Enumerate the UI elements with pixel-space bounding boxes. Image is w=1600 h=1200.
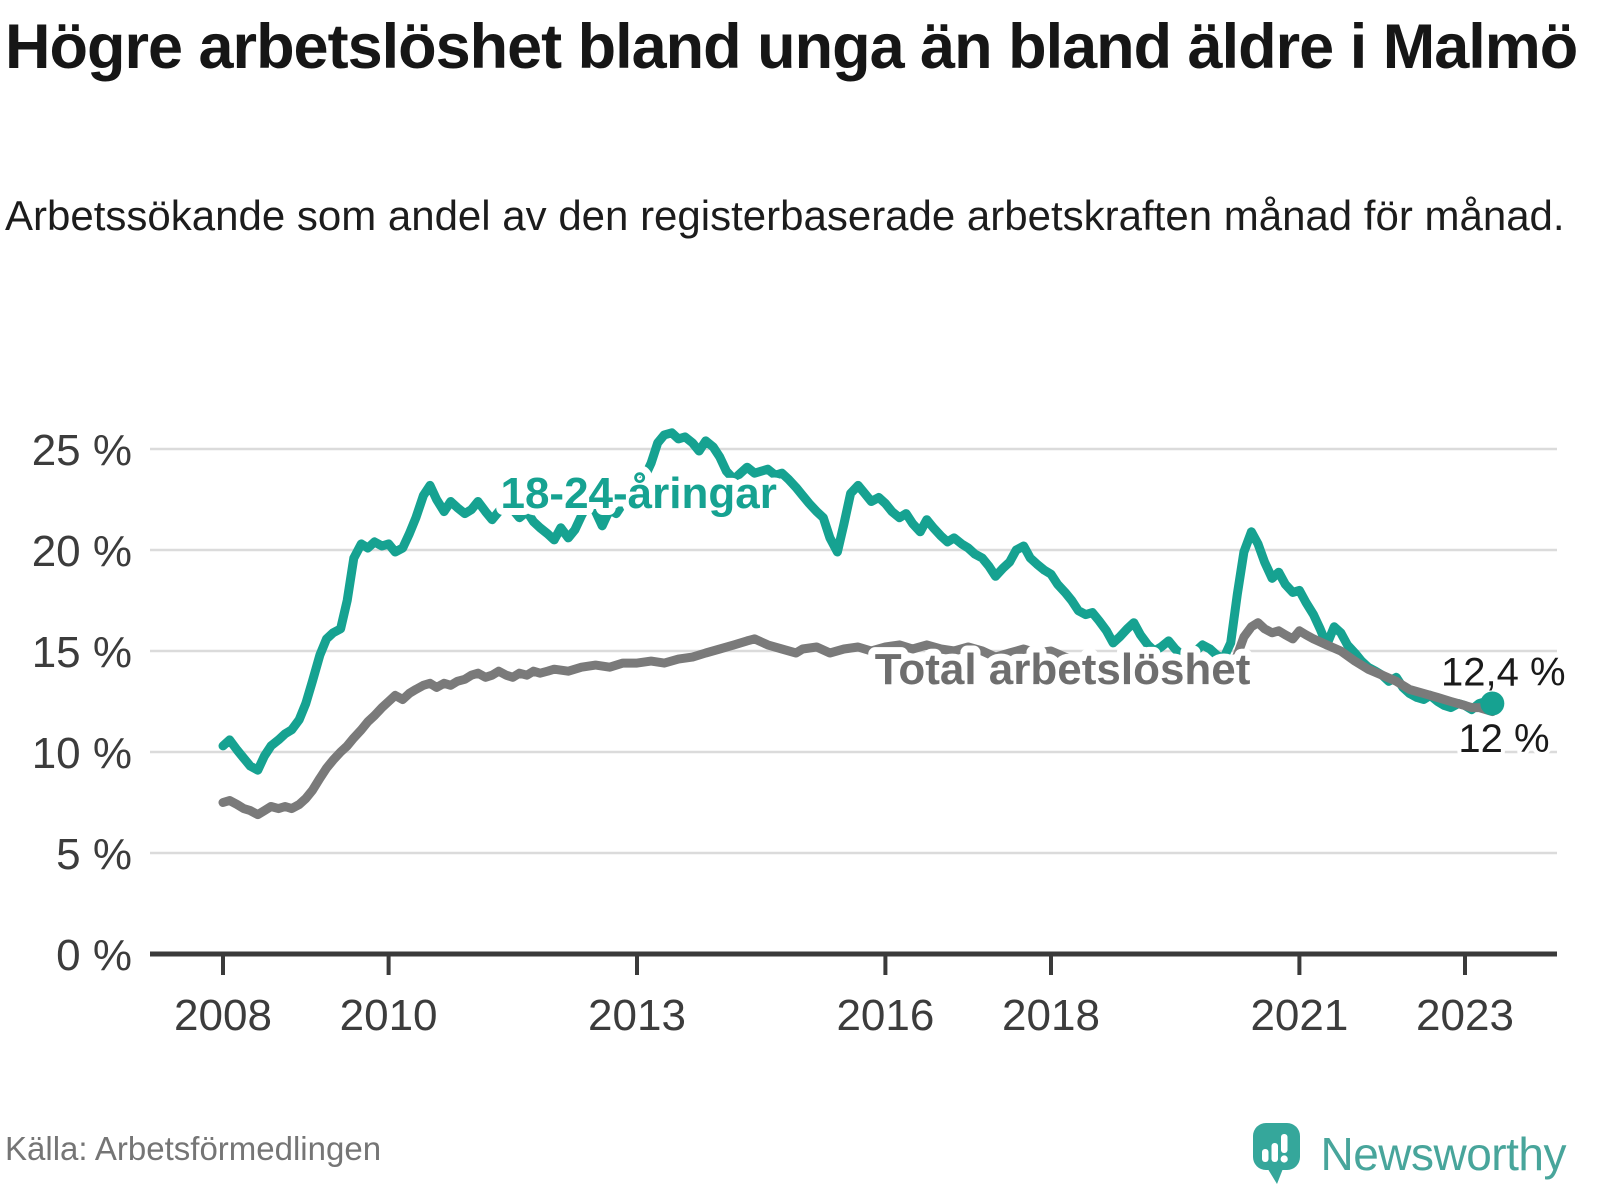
y-label-25: 25 % — [32, 426, 132, 475]
total-series-label: Total arbetslöshet — [875, 645, 1251, 694]
x-label-2023: 2023 — [1416, 991, 1514, 1040]
total-end-value-label: 12 % — [1458, 717, 1549, 761]
newsworthy-bubble-icon — [1253, 1123, 1301, 1184]
data-series — [218, 428, 1497, 820]
total-unemployment-line — [218, 618, 1497, 820]
brand-logo: Newsworthy — [1252, 1122, 1566, 1186]
youth-latest-point-dot — [1480, 691, 1505, 716]
chart-subtitle: Arbetssökande som andel av den registerb… — [5, 192, 1565, 239]
x-label-2013: 2013 — [588, 991, 686, 1040]
x-axis-labels: 2008 2010 2013 2016 2018 2021 2023 — [174, 991, 1514, 1040]
x-label-2010: 2010 — [340, 991, 438, 1040]
x-label-2018: 2018 — [1002, 991, 1100, 1040]
source-note: Källa: Arbetsförmedlingen — [5, 1130, 382, 1167]
y-label-0: 0 % — [56, 931, 132, 980]
y-label-5: 5 % — [56, 830, 132, 879]
x-axis — [150, 951, 1557, 975]
y-axis-labels: 0 % 5 % 10 % 15 % 20 % 25 % — [32, 426, 132, 980]
brand-name: Newsworthy — [1320, 1128, 1566, 1180]
x-label-2021: 2021 — [1250, 991, 1348, 1040]
youth-18-24-line — [218, 428, 1497, 775]
y-label-10: 10 % — [32, 729, 132, 778]
page-title: Högre arbetslöshet bland unga än bland ä… — [5, 12, 1578, 82]
y-label-15: 15 % — [32, 628, 132, 677]
x-label-2008: 2008 — [174, 991, 272, 1040]
x-label-2016: 2016 — [836, 991, 934, 1040]
series-annotations: 18-24-åringar 12,4 % Total arbetslöshet 12 … — [493, 462, 1569, 765]
y-label-20: 20 % — [32, 527, 132, 576]
youth-end-value-label: 12,4 % — [1441, 650, 1566, 694]
youth-series-label: 18-24-åringar — [500, 469, 776, 518]
